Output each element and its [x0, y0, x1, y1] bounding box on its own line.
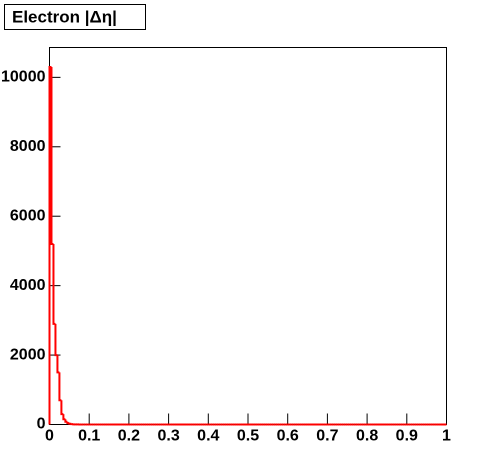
- histogram-bin: [48, 65, 52, 425]
- x-tick-label: 0.9: [396, 428, 418, 445]
- chart-title: Electron |Δη|: [12, 7, 117, 26]
- histogram-bin: [56, 355, 60, 374]
- x-tick-label: 0.4: [197, 428, 219, 445]
- x-tick-label: 0.1: [78, 428, 100, 445]
- x-tick-label: 0: [45, 428, 54, 445]
- x-tick-label: 0.7: [316, 428, 338, 445]
- histogram-bin: [64, 419, 68, 423]
- y-tick-label: 6000: [10, 207, 46, 224]
- histogram-bin: [58, 372, 62, 402]
- x-tick-label: 1: [442, 428, 451, 445]
- plot-frame: [49, 47, 447, 425]
- title-box: [4, 4, 146, 30]
- y-tick-label: 0: [37, 416, 46, 433]
- x-tick-label: 0.8: [356, 428, 378, 445]
- x-tick-label: 0.3: [157, 428, 179, 445]
- y-tick-label: 8000: [10, 138, 46, 155]
- x-tick-label: 0.6: [277, 428, 299, 445]
- y-tick-label: 10000: [1, 69, 46, 86]
- histogram-bin: [62, 414, 66, 421]
- histogram-bin: [50, 66, 54, 245]
- histogram-bin: [52, 243, 56, 325]
- histogram-bin: [66, 421, 70, 425]
- x-tick-label: 0.2: [118, 428, 140, 445]
- y-tick-label: 4000: [10, 277, 46, 294]
- histogram-bin: [68, 422, 72, 425]
- y-tick-label: 2000: [10, 346, 46, 363]
- histogram-bin: [54, 323, 58, 357]
- x-tick-label: 0.5: [237, 428, 259, 445]
- histogram-bin: [60, 400, 64, 416]
